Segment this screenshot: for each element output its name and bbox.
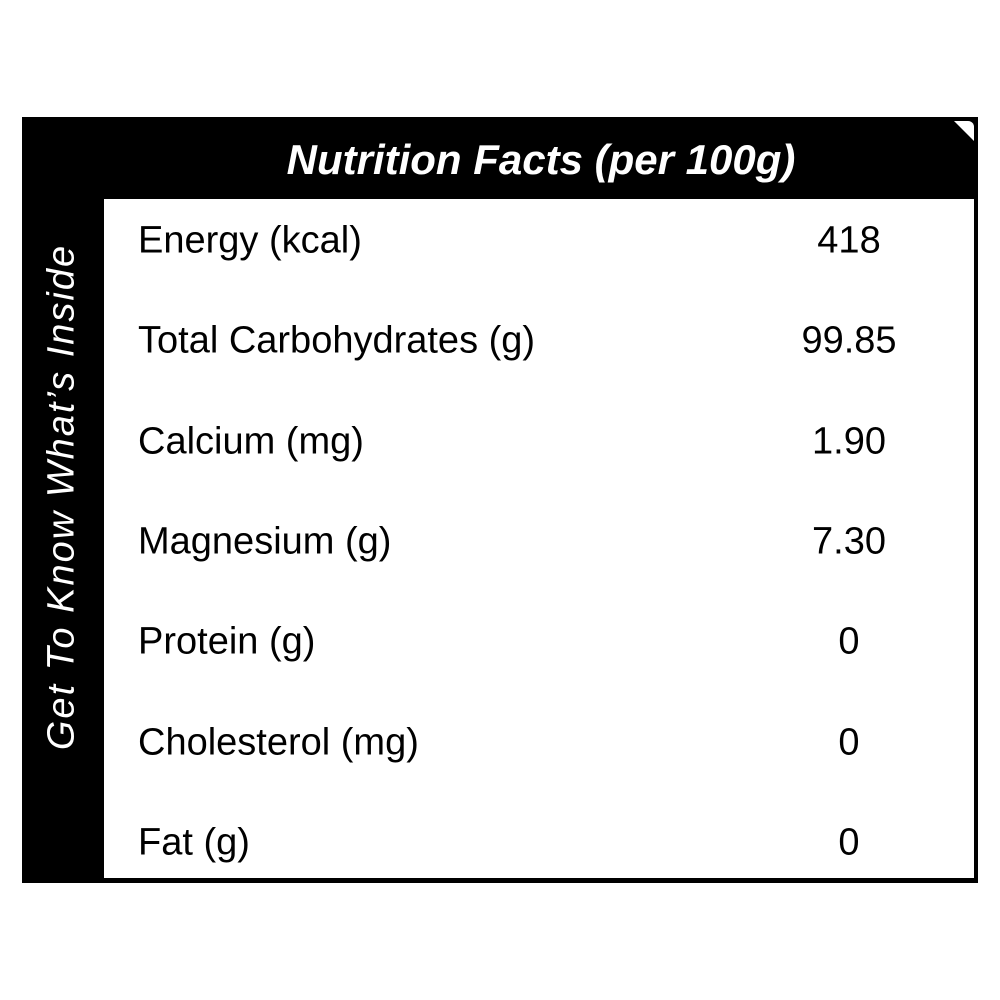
nutrient-name: Protein (g) [138, 620, 316, 663]
nutrient-name: Cholesterol (mg) [138, 721, 419, 764]
header-corner-fold [954, 121, 974, 141]
nutrition-title: Nutrition Facts (per 100g) [286, 136, 796, 183]
nutrition-row: Total Carbohydrates (g) 99.85 [104, 291, 974, 391]
nutrient-name: Magnesium (g) [138, 520, 392, 563]
nutrition-header: Nutrition Facts (per 100g) [104, 121, 974, 199]
nutrition-table: Energy (kcal) 418 Total Carbohydrates (g… [104, 191, 974, 878]
nutrition-label: Get To Know What’s Inside Nutrition Fact… [22, 117, 978, 883]
nutrient-name: Fat (g) [138, 821, 250, 864]
nutrient-amount: 1.90 [812, 420, 886, 463]
nutrition-row: Calcium (mg) 1.90 [104, 392, 974, 492]
nutrition-row: Energy (kcal) 418 [104, 191, 974, 291]
nutrition-row: Fat (g) 0 [104, 793, 974, 878]
nutrient-amount: 0 [838, 620, 860, 663]
nutrient-amount: 7.30 [812, 520, 886, 563]
nutrient-name: Calcium (mg) [138, 420, 364, 463]
nutrition-row: Magnesium (g) 7.30 [104, 492, 974, 592]
nutrition-row: Cholesterol (mg) 0 [104, 692, 974, 792]
nutrition-row: Protein (g) 0 [104, 592, 974, 692]
nutrient-amount: 0 [838, 821, 860, 864]
nutrient-name: Total Carbohydrates (g) [138, 319, 536, 362]
side-tagline: Get To Know What’s Inside [40, 243, 83, 751]
side-band: Get To Know What’s Inside [22, 117, 102, 883]
nutrient-amount: 99.85 [801, 319, 897, 362]
nutrient-amount: 0 [838, 721, 860, 764]
nutrient-amount: 418 [817, 219, 881, 262]
nutrient-name: Energy (kcal) [138, 219, 362, 262]
nutrition-panel: Nutrition Facts (per 100g) Energy (kcal)… [104, 121, 974, 878]
